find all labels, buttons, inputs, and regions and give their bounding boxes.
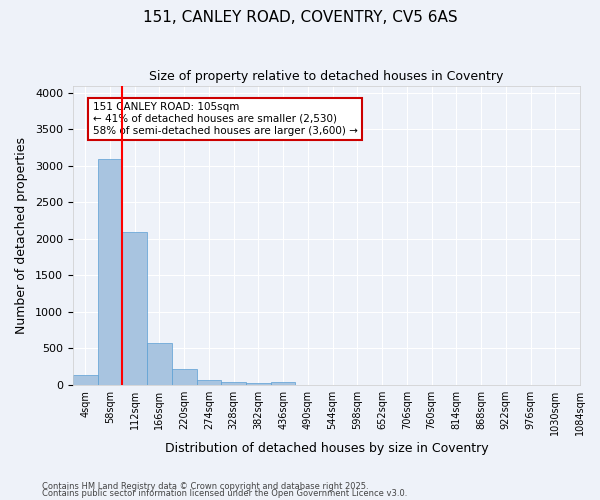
Bar — [221, 382, 246, 385]
Title: Size of property relative to detached houses in Coventry: Size of property relative to detached ho… — [149, 70, 503, 83]
Bar — [271, 382, 295, 385]
Bar — [147, 344, 172, 385]
Y-axis label: Number of detached properties: Number of detached properties — [15, 136, 28, 334]
Bar — [246, 383, 271, 385]
Text: 151 CANLEY ROAD: 105sqm
← 41% of detached houses are smaller (2,530)
58% of semi: 151 CANLEY ROAD: 105sqm ← 41% of detache… — [92, 102, 358, 136]
Bar — [197, 380, 221, 385]
Bar — [98, 158, 122, 385]
Bar — [122, 232, 147, 385]
Bar — [73, 374, 98, 385]
X-axis label: Distribution of detached houses by size in Coventry: Distribution of detached houses by size … — [164, 442, 488, 455]
Bar — [172, 369, 197, 385]
Text: 151, CANLEY ROAD, COVENTRY, CV5 6AS: 151, CANLEY ROAD, COVENTRY, CV5 6AS — [143, 10, 457, 25]
Text: Contains HM Land Registry data © Crown copyright and database right 2025.: Contains HM Land Registry data © Crown c… — [42, 482, 368, 491]
Text: Contains public sector information licensed under the Open Government Licence v3: Contains public sector information licen… — [42, 490, 407, 498]
